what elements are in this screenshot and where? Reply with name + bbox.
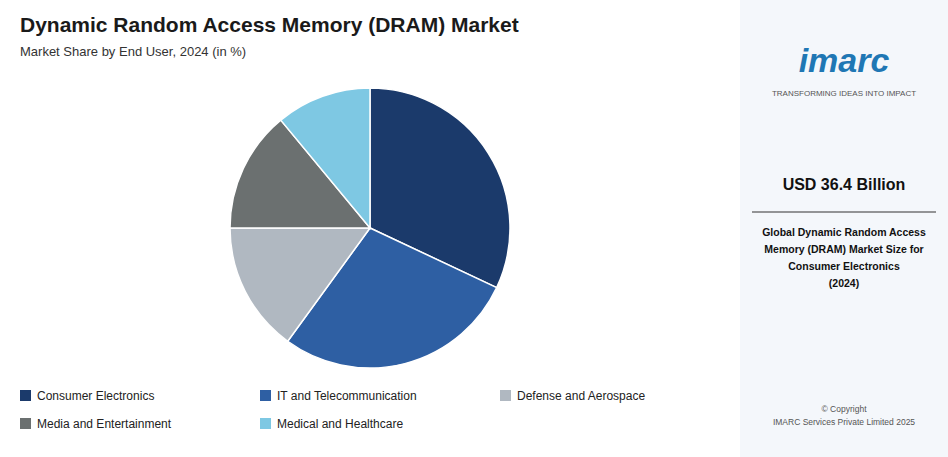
- chart: Dynamic Random Access Memory (DRAM) Mark…: [0, 0, 948, 457]
- legend-swatch: [260, 390, 271, 401]
- annotation-line: © Copyright: [821, 404, 867, 414]
- slice: [281, 88, 370, 228]
- legend-label: Defense and Aerospace: [517, 389, 645, 403]
- annotation: Global Dynamic Random Access Memory (DRAM…: [762, 226, 926, 289]
- title: Dynamic Random Access Memory (DRAM) Mark…: [20, 13, 519, 36]
- annotation-line: Memory (DRAM) Market Size for: [764, 243, 923, 255]
- pie: [230, 88, 510, 368]
- annotation-line: imarc: [799, 41, 890, 79]
- annotation: imarc: [799, 41, 890, 79]
- legend-label: IT and Telecommunication: [277, 389, 417, 403]
- divider: [752, 211, 936, 212]
- legend-swatch: [20, 390, 31, 401]
- legend-item: Defense and Aerospace: [500, 389, 645, 403]
- legend-label: Medical and Healthcare: [277, 417, 403, 431]
- legend-swatch: [260, 418, 271, 429]
- annotation: USD 36.4 Billion: [783, 176, 906, 193]
- legend-item: Media and Entertainment: [20, 417, 172, 431]
- legend-swatch: [20, 418, 31, 429]
- slice: [230, 228, 370, 341]
- annotation-line: USD 36.4 Billion: [783, 176, 906, 193]
- annotation-line: Global Dynamic Random Access: [762, 226, 926, 238]
- annotation: TRANSFORMING IDEAS INTO IMPACT: [772, 89, 916, 98]
- legend: Consumer Electronics IT and Telecommunica…: [20, 389, 645, 431]
- side-panel: [740, 0, 948, 457]
- legend-label: Consumer Electronics: [37, 389, 154, 403]
- annotation: © Copyright IMARC Services Private Limite…: [773, 404, 915, 427]
- legend-item: Consumer Electronics: [20, 389, 154, 403]
- annotation-line: (2024): [829, 277, 859, 289]
- legend-item: Medical and Healthcare: [260, 417, 403, 431]
- annotation-line: TRANSFORMING IDEAS INTO IMPACT: [772, 89, 916, 98]
- legend-label: Media and Entertainment: [37, 417, 172, 431]
- legend-item: IT and Telecommunication: [260, 389, 417, 403]
- legend-swatch: [500, 390, 511, 401]
- annotation-line: Consumer Electronics: [788, 260, 900, 272]
- annotation-line: IMARC Services Private Limited 2025: [773, 417, 915, 427]
- subtitle: Market Share by End User, 2024 (in %): [20, 44, 246, 59]
